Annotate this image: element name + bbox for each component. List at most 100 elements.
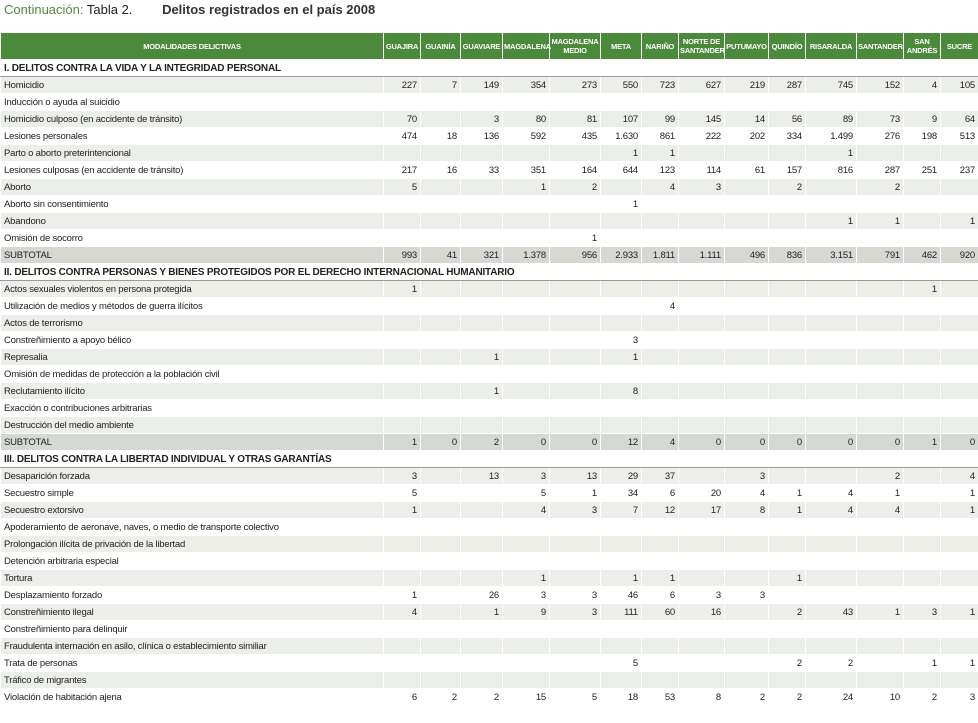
cell: [641, 620, 679, 638]
cell: [805, 195, 857, 213]
cell: 2: [724, 688, 769, 706]
cell: 12: [600, 433, 642, 451]
cell: 9: [502, 603, 550, 621]
cell: [724, 620, 769, 638]
cell: [805, 348, 857, 366]
cell: [641, 535, 679, 553]
cell: [460, 671, 503, 689]
cell: [460, 501, 503, 519]
cell: [549, 518, 601, 536]
cell: [940, 671, 978, 689]
cell: 222: [678, 127, 725, 145]
cell: [502, 535, 550, 553]
title-prefix: Continuación:: [4, 2, 84, 17]
cell: [903, 620, 941, 638]
cell: [724, 654, 769, 672]
table-label: Tabla 2.: [86, 2, 133, 17]
cell: [856, 195, 904, 213]
cell: 202: [724, 127, 769, 145]
column-header: PUTUMAYO: [724, 32, 769, 60]
row-label: SUBTOTAL: [0, 433, 384, 451]
cell: 4: [641, 178, 679, 196]
cell: 1.811: [641, 246, 679, 264]
cell: [641, 365, 679, 383]
cell: [724, 416, 769, 434]
cell: [805, 467, 857, 485]
cell: [940, 637, 978, 655]
cell: [940, 229, 978, 247]
cell: [940, 399, 978, 417]
cell: [903, 297, 941, 315]
cell: [641, 637, 679, 655]
cell: [641, 382, 679, 400]
row-label: Fraudulenta internación en asilo, clínic…: [0, 637, 384, 655]
cell: [460, 365, 503, 383]
cell: [383, 348, 421, 366]
cell: [549, 348, 601, 366]
cell: [856, 331, 904, 349]
cell: [420, 212, 461, 230]
cell: 5: [502, 484, 550, 502]
data-row: Lesiones culposas (en accidente de tráns…: [0, 161, 978, 179]
cell: [641, 93, 679, 111]
cell: 2: [549, 178, 601, 196]
cell: [383, 569, 421, 587]
cell: 3: [549, 603, 601, 621]
cell: [549, 382, 601, 400]
cell: [856, 365, 904, 383]
cell: [903, 467, 941, 485]
cell: [856, 552, 904, 570]
cell: 149: [460, 76, 503, 94]
cell: [549, 314, 601, 332]
cell: 6: [383, 688, 421, 706]
column-header: SANTANDER: [856, 32, 904, 60]
cell: [856, 569, 904, 587]
cell: 105: [940, 76, 978, 94]
cell: [805, 314, 857, 332]
cell: [502, 229, 550, 247]
cell: [903, 178, 941, 196]
cell: 3: [600, 331, 642, 349]
cell: 1.378: [502, 246, 550, 264]
cell: 3: [383, 467, 421, 485]
cell: [600, 178, 642, 196]
cell: [856, 620, 904, 638]
cell: 80: [502, 110, 550, 128]
cell: 745: [805, 76, 857, 94]
cell: 4: [502, 501, 550, 519]
cell: [502, 297, 550, 315]
cell: [903, 331, 941, 349]
cell: [903, 229, 941, 247]
cell: [678, 382, 725, 400]
cell: 1: [600, 569, 642, 587]
cell: [903, 382, 941, 400]
column-header: GUAVIARE: [460, 32, 503, 60]
cell: [600, 280, 642, 298]
cell: 1: [903, 654, 941, 672]
cell: [940, 382, 978, 400]
cell: 46: [600, 586, 642, 604]
cell: [600, 416, 642, 434]
cell: [678, 467, 725, 485]
header-row: MODALIDADES DELICTIVAS GUAJIRA GUAINÍA GUAV…: [0, 32, 978, 60]
cell: 1: [460, 382, 503, 400]
cell: 1: [460, 348, 503, 366]
cell: [420, 603, 461, 621]
cell: [600, 637, 642, 655]
cell: [903, 195, 941, 213]
cell: [383, 93, 421, 111]
cell: [940, 144, 978, 162]
cell: [805, 416, 857, 434]
row-label: Actos de terrorismo: [0, 314, 384, 332]
cell: [724, 552, 769, 570]
cell: 20: [678, 484, 725, 502]
cell: [549, 569, 601, 587]
cell: [805, 382, 857, 400]
cell: [940, 314, 978, 332]
cell: 43: [805, 603, 857, 621]
cell: [856, 382, 904, 400]
cell: 8: [678, 688, 725, 706]
cell: [724, 144, 769, 162]
cell: [420, 110, 461, 128]
